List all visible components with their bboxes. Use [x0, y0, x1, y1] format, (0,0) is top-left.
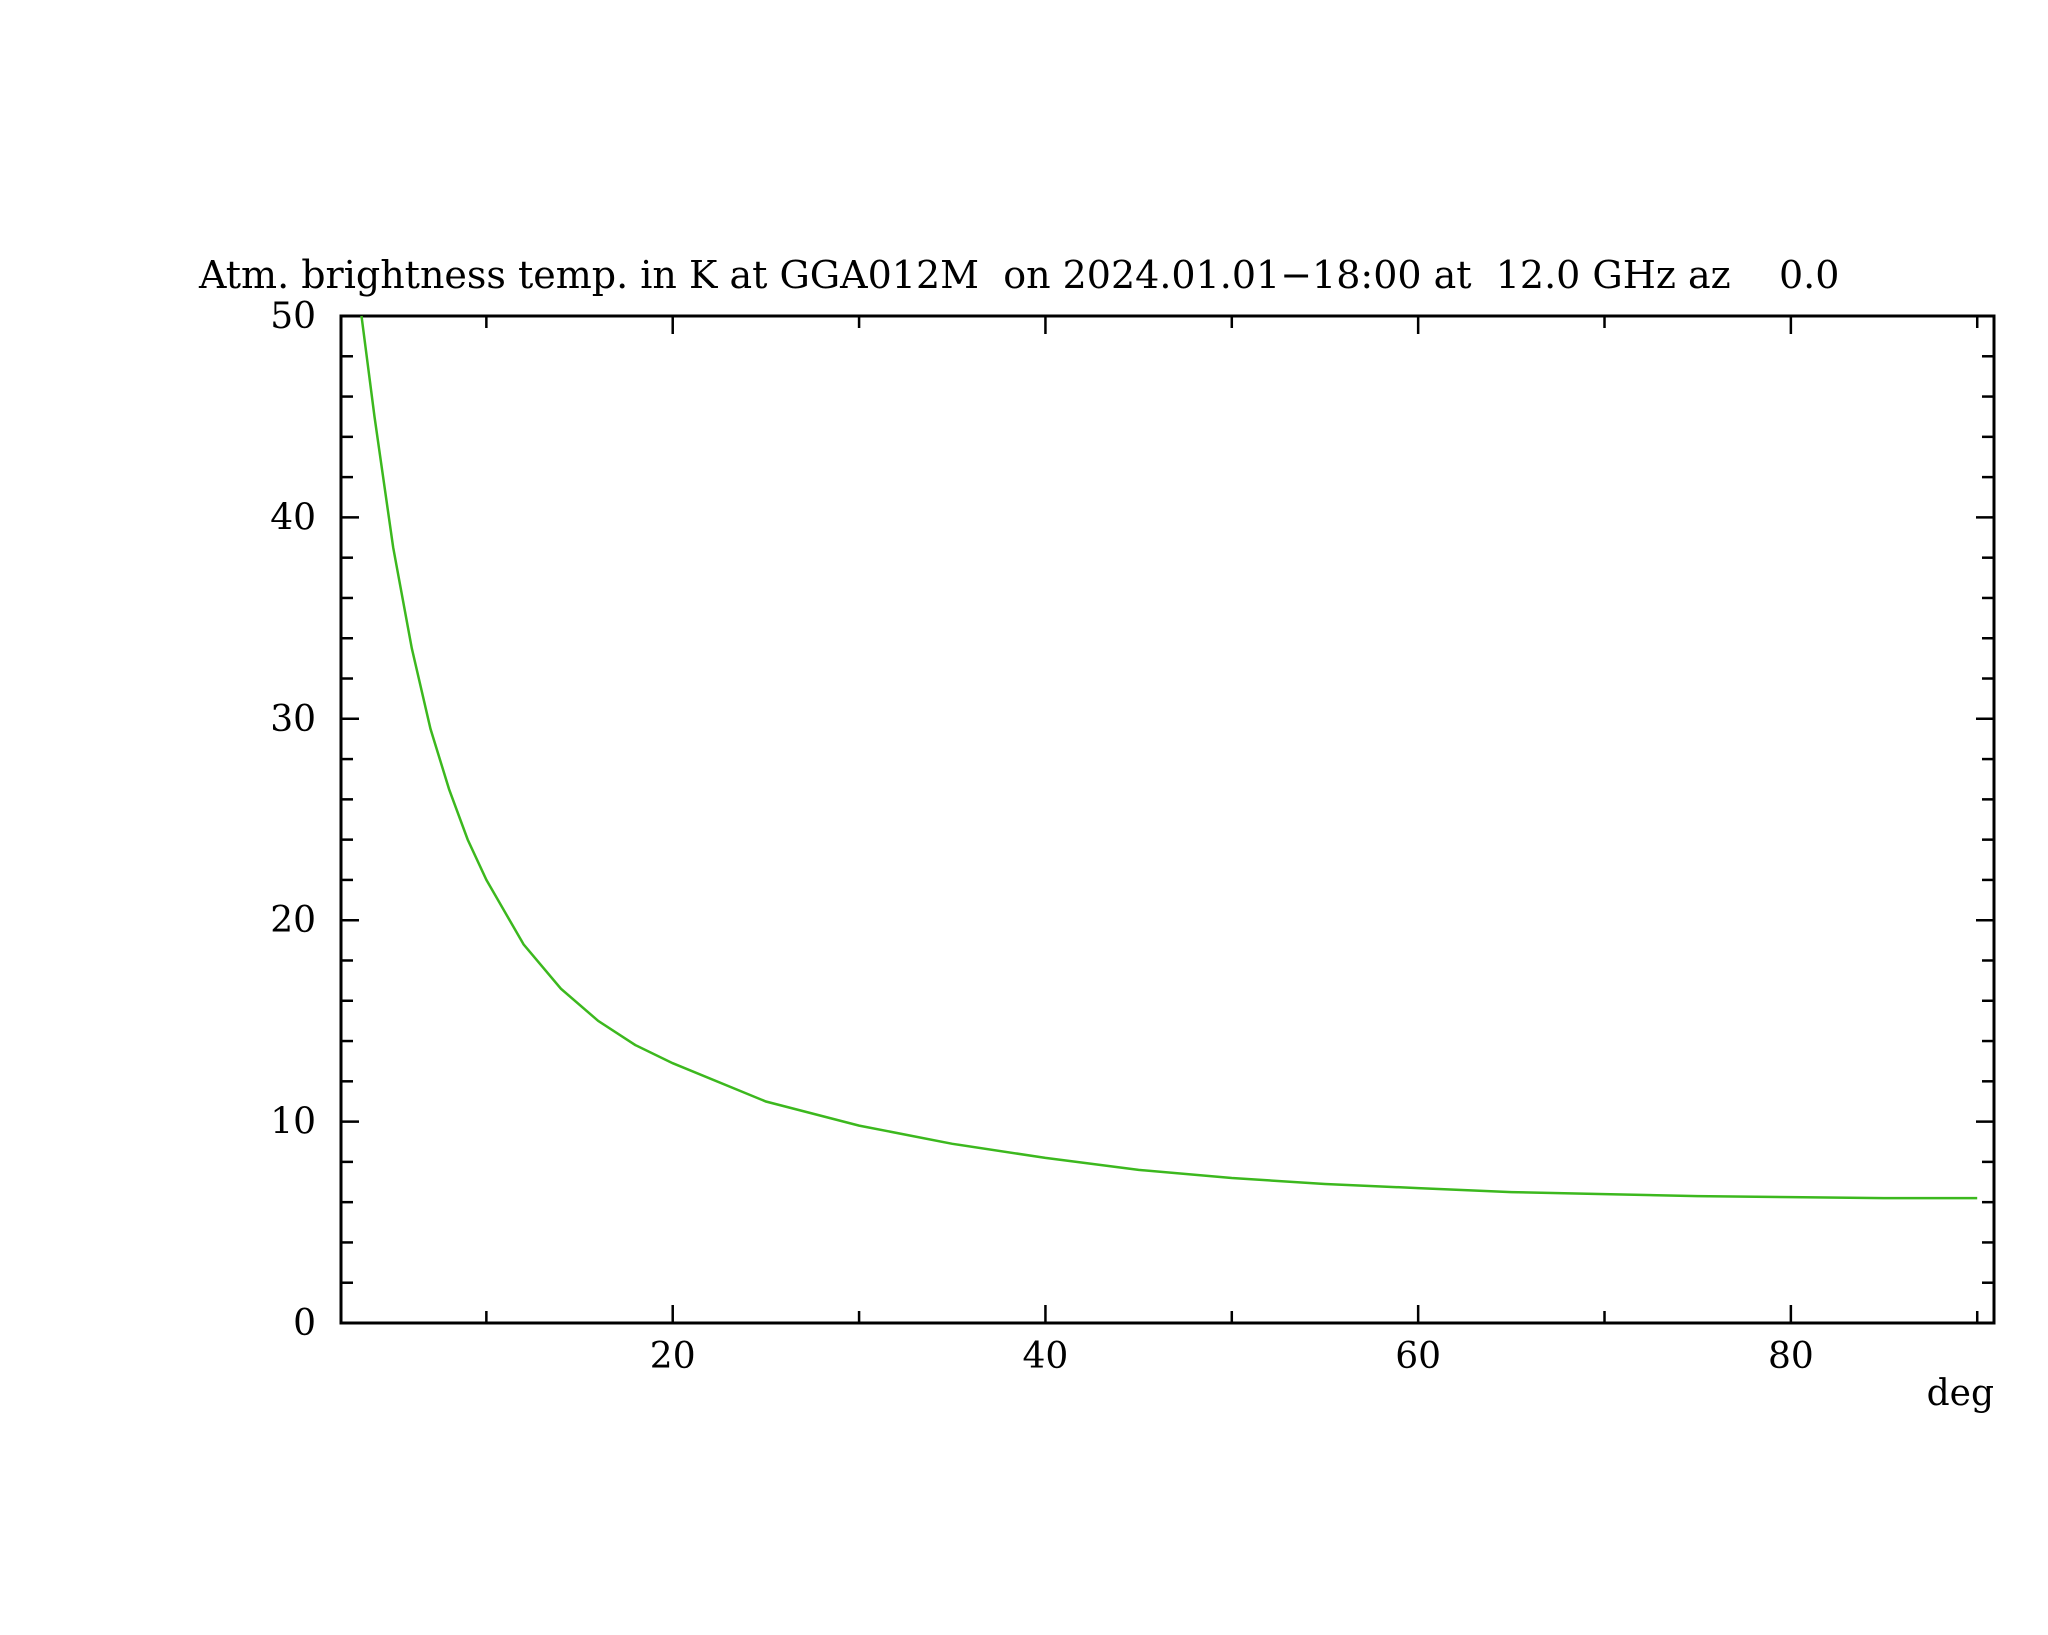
x-tick-label: 20 — [650, 1336, 696, 1377]
y-tick-label: 30 — [270, 699, 316, 740]
plot-frame — [339, 314, 1996, 1325]
x-axis-label: deg — [1927, 1373, 1994, 1414]
x-tick-label: 40 — [1023, 1336, 1069, 1377]
x-tick-label: 60 — [1395, 1336, 1441, 1377]
y-tick-label: 50 — [270, 296, 316, 337]
x-tick-label: 80 — [1768, 1336, 1814, 1377]
y-tick-label: 20 — [270, 900, 316, 941]
y-tick-label: 10 — [270, 1102, 316, 1143]
y-tick-label: 40 — [270, 497, 316, 538]
chart-title: Atm. brightness temp. in K at GGA012M on… — [198, 253, 1839, 297]
y-tick-label: 0 — [293, 1303, 316, 1344]
data-line — [360, 315, 1978, 1200]
